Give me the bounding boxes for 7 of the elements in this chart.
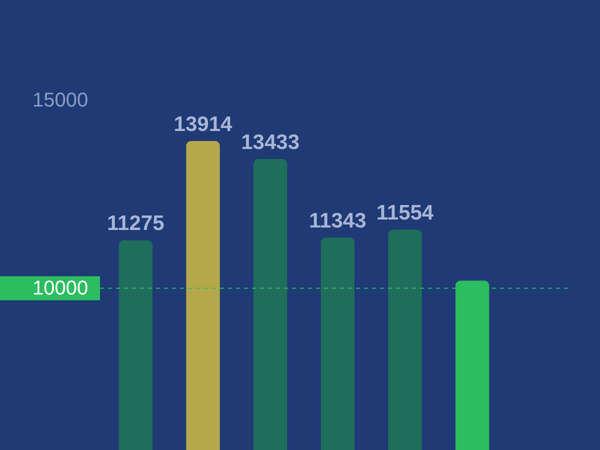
data-label: 13433 bbox=[241, 131, 300, 154]
data-label: 11275 bbox=[107, 212, 165, 236]
data-label: 11554 bbox=[376, 202, 434, 225]
data-label: 11343 bbox=[309, 210, 366, 233]
y-tick-label: 10000 bbox=[32, 278, 88, 300]
data-label: 13914 bbox=[174, 112, 233, 136]
y-tick-label: 15000 bbox=[32, 90, 88, 112]
